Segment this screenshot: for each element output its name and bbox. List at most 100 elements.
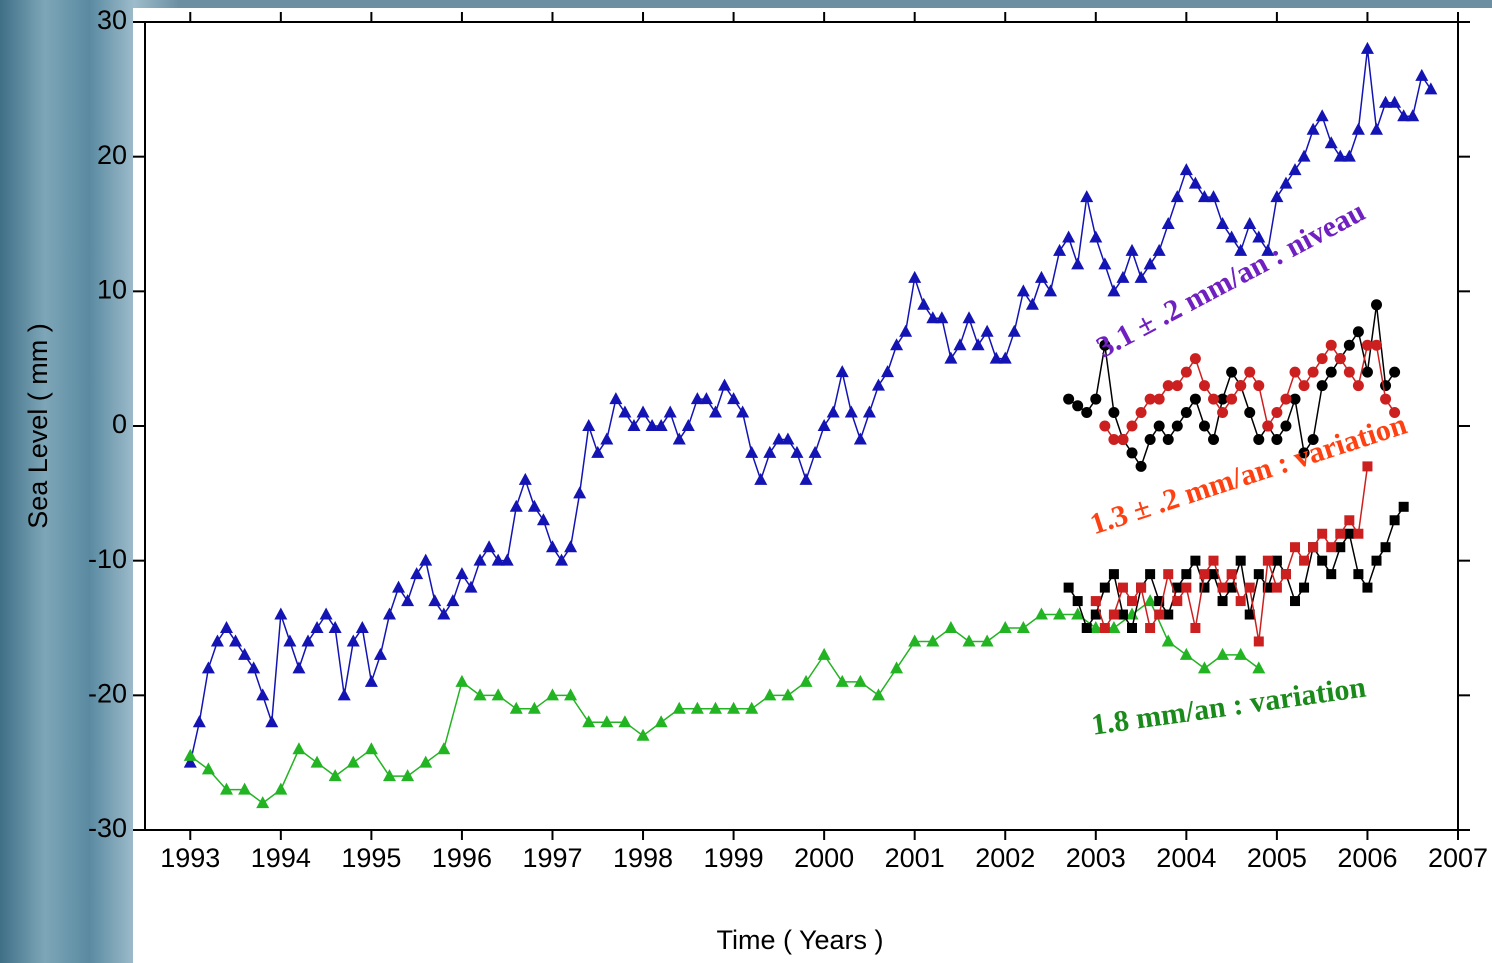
triangle-marker bbox=[1179, 647, 1193, 660]
circle-marker bbox=[1217, 393, 1229, 405]
circle-marker bbox=[1099, 339, 1111, 351]
square-marker bbox=[1335, 542, 1346, 553]
triangle-marker bbox=[654, 419, 668, 431]
triangle-marker bbox=[437, 742, 451, 755]
triangle-marker bbox=[518, 472, 532, 485]
circle-marker bbox=[1325, 366, 1337, 378]
triangle-marker bbox=[862, 405, 876, 418]
triangle-marker bbox=[636, 405, 650, 418]
square-marker bbox=[1145, 569, 1156, 580]
x-tick-label: 1997 bbox=[522, 843, 582, 873]
circle-marker bbox=[1334, 353, 1346, 365]
triangle-marker bbox=[201, 762, 215, 775]
circle-marker bbox=[1108, 433, 1120, 445]
triangle-marker bbox=[346, 755, 360, 768]
triangle-marker bbox=[1370, 122, 1384, 135]
square-marker bbox=[1190, 623, 1201, 633]
square-marker bbox=[1244, 582, 1255, 593]
triangle-marker bbox=[1351, 122, 1365, 135]
square-marker bbox=[1371, 555, 1382, 566]
triangle-marker bbox=[1279, 176, 1293, 189]
triangle-marker bbox=[428, 594, 442, 607]
square-marker bbox=[1362, 582, 1373, 593]
square-marker bbox=[1127, 596, 1138, 607]
circle-marker bbox=[1361, 366, 1373, 378]
circle-marker bbox=[1099, 420, 1111, 432]
square-marker bbox=[1335, 528, 1346, 539]
circle-marker bbox=[1162, 433, 1174, 445]
triangle-marker bbox=[853, 432, 867, 445]
triangle-marker bbox=[482, 540, 496, 553]
triangle-marker bbox=[310, 755, 324, 768]
triangle-marker bbox=[944, 621, 958, 633]
triangle-marker bbox=[1288, 163, 1302, 176]
square-marker bbox=[1262, 555, 1273, 566]
triangle-marker bbox=[473, 688, 487, 701]
triangle-marker bbox=[183, 748, 197, 761]
circle-marker bbox=[1208, 433, 1220, 445]
circle-marker bbox=[1135, 460, 1147, 472]
triangle-marker bbox=[573, 486, 587, 499]
square-marker bbox=[1190, 555, 1201, 566]
triangle-marker bbox=[636, 728, 650, 741]
circle-marker bbox=[1144, 433, 1156, 445]
x-tick-label: 2001 bbox=[885, 843, 945, 873]
triangle-marker bbox=[1216, 217, 1230, 229]
y-tick-label: 0 bbox=[112, 409, 127, 439]
triangle-marker bbox=[183, 755, 197, 768]
triangle-marker bbox=[600, 432, 614, 445]
circle-marker bbox=[1352, 380, 1364, 392]
triangle-marker bbox=[1216, 647, 1230, 660]
triangle-marker bbox=[817, 647, 831, 660]
triangle-marker bbox=[980, 634, 994, 647]
square-marker bbox=[1090, 609, 1101, 620]
x-tick-label: 2004 bbox=[1156, 843, 1216, 873]
circle-marker bbox=[1153, 393, 1165, 405]
triangle-marker bbox=[1179, 163, 1193, 176]
square-marker bbox=[1262, 582, 1273, 593]
square-marker bbox=[1389, 515, 1400, 526]
triangle-marker bbox=[763, 445, 777, 458]
square-marker bbox=[1136, 582, 1147, 593]
circle-marker bbox=[1153, 420, 1165, 432]
circle-marker bbox=[1307, 433, 1319, 445]
triangle-marker bbox=[935, 311, 949, 324]
circle-marker bbox=[1352, 326, 1364, 338]
triangle-marker bbox=[600, 715, 614, 728]
circle-marker bbox=[1316, 380, 1328, 392]
triangle-marker bbox=[1125, 243, 1139, 256]
circle-marker bbox=[1253, 433, 1265, 445]
triangle-marker bbox=[944, 351, 958, 364]
triangle-marker bbox=[310, 621, 324, 633]
triangle-marker bbox=[1016, 621, 1030, 633]
square-marker bbox=[1063, 582, 1074, 593]
circle-marker bbox=[1144, 393, 1156, 405]
triangle-marker bbox=[247, 661, 261, 674]
triangle-marker bbox=[962, 311, 976, 324]
triangle-marker bbox=[446, 594, 460, 607]
triangle-marker bbox=[509, 499, 523, 512]
circle-marker bbox=[1171, 380, 1183, 392]
triangle-marker bbox=[527, 499, 541, 512]
square-marker bbox=[1072, 596, 1083, 607]
circle-marker bbox=[1180, 366, 1192, 378]
triangle-marker bbox=[1360, 41, 1374, 54]
triangle-marker bbox=[781, 432, 795, 445]
triangle-marker bbox=[835, 674, 849, 687]
circle-marker bbox=[1217, 407, 1229, 419]
y-tick-label: 10 bbox=[97, 274, 127, 304]
circle-marker bbox=[1244, 407, 1256, 419]
triangle-marker bbox=[1379, 95, 1393, 108]
square-marker bbox=[1380, 542, 1391, 553]
y-tick-label: -20 bbox=[88, 678, 127, 708]
y-tick-label: -30 bbox=[88, 813, 127, 843]
square-marker bbox=[1172, 596, 1183, 607]
square-marker bbox=[1172, 582, 1183, 593]
circle-marker bbox=[1189, 353, 1201, 365]
circle-marker bbox=[1298, 380, 1310, 392]
square-marker bbox=[1244, 609, 1255, 620]
triangle-marker bbox=[509, 701, 523, 714]
x-tick-label: 1995 bbox=[341, 843, 401, 873]
triangle-marker bbox=[908, 634, 922, 647]
